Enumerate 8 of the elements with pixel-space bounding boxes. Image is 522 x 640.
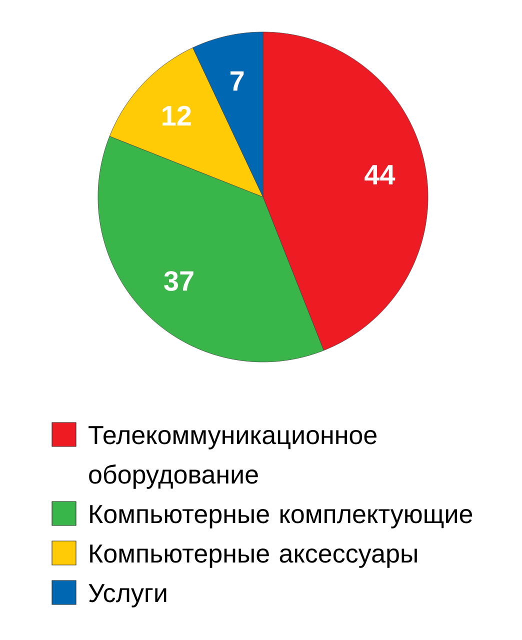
legend-label: Услуги bbox=[88, 584, 166, 608]
legend-label: Компьютерные комплектующие bbox=[90, 505, 472, 528]
data-label: 37 bbox=[164, 271, 194, 291]
legend-label: Телекоммуникационное оборудование bbox=[88, 426, 376, 489]
data-label: 12 bbox=[162, 106, 191, 126]
legend-label: Компьютерные аксессуары bbox=[90, 544, 417, 568]
data-label: 44 bbox=[364, 165, 396, 184]
data-label: 7 bbox=[230, 71, 244, 91]
